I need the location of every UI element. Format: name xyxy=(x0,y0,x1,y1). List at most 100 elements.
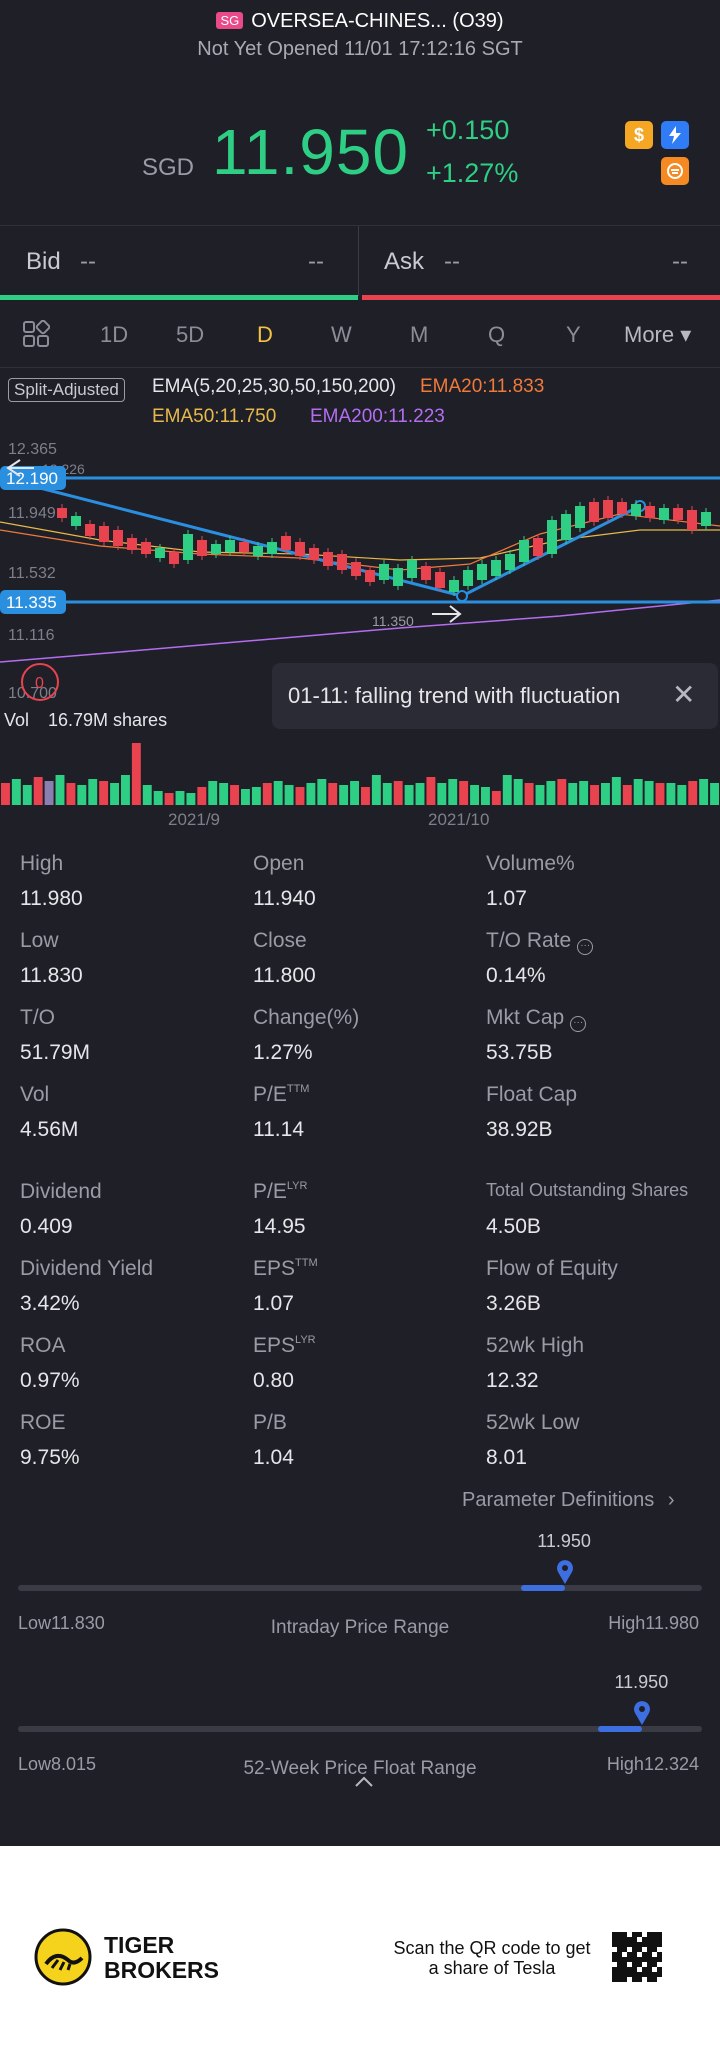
tab-y[interactable]: Y xyxy=(566,322,581,347)
y-tick-label: 11.949 xyxy=(8,505,56,522)
ema200-line xyxy=(0,599,720,663)
stat-value: 1.27% xyxy=(253,1041,313,1064)
volume-bar xyxy=(459,781,469,805)
stat-label-text: Mkt Cap xyxy=(486,1006,565,1029)
info-icon[interactable]: ··· xyxy=(577,939,594,955)
tab-w[interactable]: W xyxy=(331,322,352,347)
tab-5d[interactable]: 5D xyxy=(176,322,205,347)
stat-label: P/ETTM xyxy=(253,1083,309,1107)
close-icon[interactable]: ✕ xyxy=(672,679,696,710)
stat-value: 9.75% xyxy=(20,1446,80,1469)
volume-bar xyxy=(66,783,76,805)
volume-bar xyxy=(208,781,218,805)
stat-label-text: T/O xyxy=(20,1006,55,1029)
volume-bar xyxy=(470,785,479,805)
support-label: 11.335 xyxy=(6,593,57,612)
stat-label: Vol xyxy=(20,1083,49,1107)
volume-bar xyxy=(131,743,141,805)
volume-bar xyxy=(502,775,512,805)
candle xyxy=(337,554,347,570)
stat-value: 1.04 xyxy=(253,1446,294,1469)
stat-label-text: Volume% xyxy=(486,852,575,875)
tab-m[interactable]: M xyxy=(410,322,429,347)
tab-d[interactable]: D xyxy=(257,322,273,347)
stat-label-text: P/E xyxy=(253,1180,287,1203)
brand-line-2: BROKERS xyxy=(104,1957,220,1983)
stat-value: 0.80 xyxy=(253,1369,294,1392)
price-change-pct: +1.27% xyxy=(426,158,519,188)
tab-1d[interactable]: 1D xyxy=(100,322,129,347)
stat-label-text: Float Cap xyxy=(486,1083,578,1106)
volume-bar xyxy=(110,783,119,805)
candle xyxy=(449,580,459,592)
scan-text: Scan the QR code to get a share of Tesla xyxy=(393,1938,591,1978)
volume-bar xyxy=(197,787,207,805)
resistance-label: 12.190 xyxy=(6,469,58,488)
candle xyxy=(239,542,249,552)
stat-label-text: EPS xyxy=(253,1334,296,1357)
candle xyxy=(519,540,529,562)
arrow-left-icon[interactable] xyxy=(6,459,34,477)
tab-more[interactable]: More ▾ xyxy=(624,322,692,347)
candle xyxy=(533,538,543,556)
ema-indicator[interactable]: EMA(5,20,25,30,50,150,200) xyxy=(152,376,397,397)
range-title: Intraday Price Range xyxy=(270,1617,450,1638)
chevron-up-icon[interactable] xyxy=(354,1768,374,1794)
period-tabs xyxy=(0,300,720,368)
candle xyxy=(435,572,445,588)
range-current-value: 11.950 xyxy=(614,1672,669,1692)
parameter-definitions-link[interactable]: Parameter Definitions › xyxy=(462,1489,675,1512)
candle xyxy=(379,564,389,580)
stat-label-sup: LYR xyxy=(295,1334,316,1346)
stat-value: 3.26B xyxy=(486,1292,541,1315)
volume-bar xyxy=(535,785,545,805)
split-adjusted-toggle[interactable]: Split-Adjusted xyxy=(8,378,125,402)
volume-bar xyxy=(142,785,152,805)
volume-bar xyxy=(153,791,163,805)
stat-value: 1.07 xyxy=(253,1292,294,1315)
stat-label-text: Open xyxy=(253,852,305,875)
stat-value: 0.14% xyxy=(486,964,546,987)
stat-label-text: High xyxy=(20,852,64,875)
market-badge: SG xyxy=(216,12,244,29)
stat-label-text: Dividend Yield xyxy=(20,1257,154,1280)
stat-label: Dividend Yield xyxy=(20,1257,153,1281)
range-current-value: 11.950 xyxy=(537,1531,591,1551)
stat-label: 52wk Low xyxy=(486,1411,579,1435)
zero-badge-ring[interactable] xyxy=(21,663,59,701)
stat-label-text: 52wk Low xyxy=(486,1411,580,1434)
flash-icon[interactable] xyxy=(661,121,689,149)
stat-label: High xyxy=(20,852,63,876)
zero-badge: 0 xyxy=(35,675,44,692)
volume-bar xyxy=(44,781,54,805)
candle xyxy=(197,540,207,556)
tiger-icon[interactable] xyxy=(661,157,689,185)
volume-chart xyxy=(1,743,719,805)
range-title: 52-Week Price Float Range xyxy=(243,1758,477,1779)
stat-value: 4.56M xyxy=(20,1118,79,1141)
stat-value: 4.50B xyxy=(486,1215,541,1238)
bid-label: Bid xyxy=(26,248,61,275)
ema200-value: EMA200:11.223 xyxy=(310,406,445,427)
volume-bar xyxy=(33,777,43,805)
candlestick-chart[interactable]: 12.365 12.226 11.949 11.532 11.116 10.70… xyxy=(0,430,720,830)
stat-label: 52wk High xyxy=(486,1334,584,1358)
volume-bar xyxy=(175,791,185,805)
stat-value: 12.32 xyxy=(486,1369,539,1392)
candle xyxy=(155,548,165,558)
ask-bar xyxy=(362,295,720,300)
stat-label: P/B xyxy=(253,1411,287,1435)
y-tick-label: 12.365 xyxy=(8,441,57,458)
candle xyxy=(323,552,333,566)
layout-grid-icon[interactable] xyxy=(22,319,51,353)
dollar-icon[interactable]: $ xyxy=(625,121,653,149)
stat-label: T/O xyxy=(20,1006,55,1030)
tab-q[interactable]: Q xyxy=(488,322,506,347)
info-icon[interactable]: ··· xyxy=(570,1016,587,1032)
resistance-label-bg xyxy=(0,466,66,490)
stat-value: 11.830 xyxy=(20,964,83,987)
stat-value: 11.800 xyxy=(253,964,316,987)
stat-label: Volume% xyxy=(486,852,575,876)
volume-bar xyxy=(513,779,523,805)
divider xyxy=(0,225,720,226)
